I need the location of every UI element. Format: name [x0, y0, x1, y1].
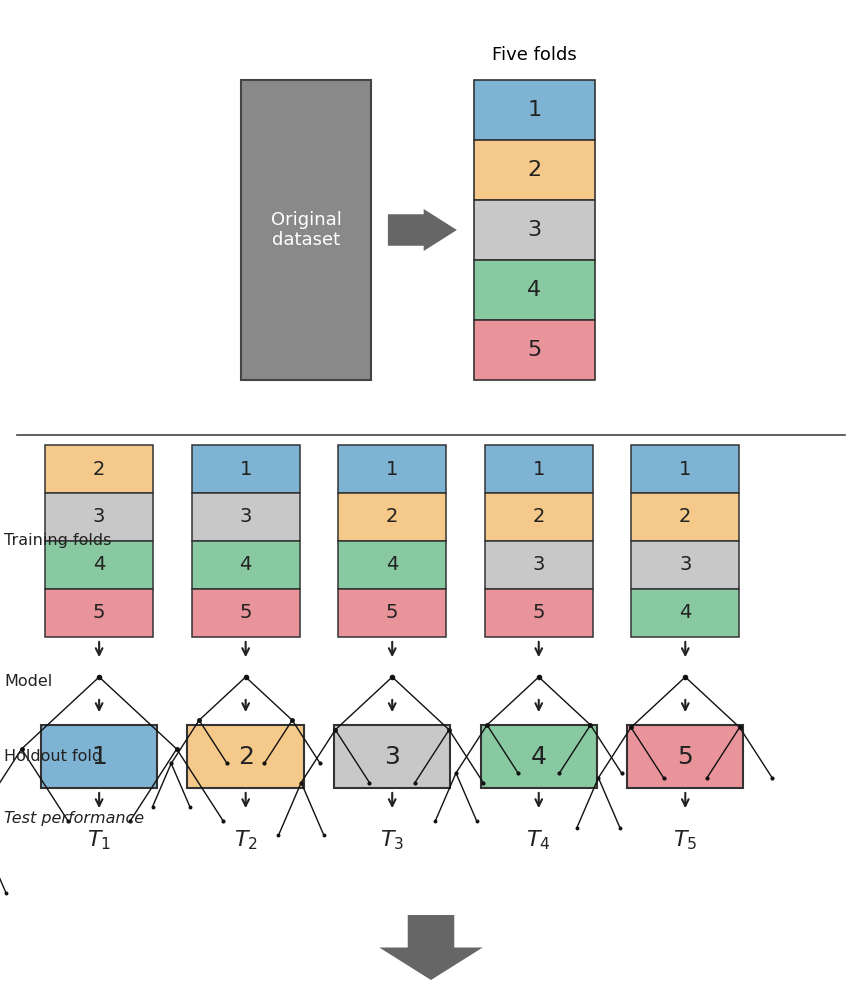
Text: 1: 1 — [532, 460, 544, 479]
Text: 3: 3 — [678, 556, 691, 574]
Text: 2: 2 — [93, 460, 105, 479]
Bar — [484, 589, 592, 637]
Bar — [46, 589, 153, 637]
Text: $\mathit{T}_{3}$: $\mathit{T}_{3}$ — [380, 828, 404, 852]
Text: 4: 4 — [93, 556, 105, 574]
Bar — [338, 589, 446, 637]
Text: 3: 3 — [239, 508, 251, 526]
Text: Five folds: Five folds — [492, 46, 576, 64]
Text: 5: 5 — [677, 745, 692, 769]
Text: 2: 2 — [527, 160, 541, 180]
Bar — [191, 445, 300, 493]
Bar — [46, 445, 153, 493]
Text: 5: 5 — [532, 604, 544, 622]
Text: $\mathit{T}_{5}$: $\mathit{T}_{5}$ — [672, 828, 697, 852]
Bar — [474, 260, 594, 320]
Bar — [627, 725, 742, 788]
Bar — [630, 445, 739, 493]
Bar — [480, 725, 596, 788]
Text: 1: 1 — [239, 460, 251, 479]
Bar — [630, 493, 739, 541]
Text: 2: 2 — [386, 508, 398, 526]
Bar — [484, 445, 592, 493]
Text: $\mathit{T}_{1}$: $\mathit{T}_{1}$ — [87, 828, 111, 852]
Text: 2: 2 — [238, 745, 253, 769]
Bar — [474, 140, 594, 200]
Bar — [630, 541, 739, 589]
Bar — [334, 725, 449, 788]
Polygon shape — [387, 209, 456, 251]
Text: $\mathit{T}_{4}$: $\mathit{T}_{4}$ — [526, 828, 550, 852]
Bar — [46, 541, 153, 589]
Text: Holdout fold: Holdout fold — [4, 749, 102, 764]
Text: 2: 2 — [678, 508, 691, 526]
Text: Original
dataset: Original dataset — [270, 211, 341, 249]
Text: 2: 2 — [532, 508, 544, 526]
Text: $\mathit{T}_{2}$: $\mathit{T}_{2}$ — [233, 828, 257, 852]
Bar — [241, 80, 370, 380]
Text: 1: 1 — [678, 460, 691, 479]
Text: 1: 1 — [91, 745, 107, 769]
Bar — [338, 541, 446, 589]
Text: Model: Model — [4, 675, 53, 690]
Bar — [484, 493, 592, 541]
Text: 4: 4 — [239, 556, 251, 574]
Polygon shape — [379, 915, 482, 980]
Bar — [46, 493, 153, 541]
Bar — [338, 493, 446, 541]
Text: 5: 5 — [239, 604, 251, 622]
Text: Test performance: Test performance — [4, 811, 145, 826]
Bar — [41, 725, 158, 788]
Bar — [191, 589, 300, 637]
Bar — [187, 725, 303, 788]
Text: 3: 3 — [532, 556, 544, 574]
Bar — [474, 320, 594, 380]
Text: 3: 3 — [384, 745, 400, 769]
Text: 4: 4 — [530, 745, 546, 769]
Text: 1: 1 — [527, 100, 541, 120]
Bar — [474, 80, 594, 140]
Text: 1: 1 — [386, 460, 398, 479]
Text: 3: 3 — [527, 220, 541, 240]
Text: 5: 5 — [386, 604, 398, 622]
Text: 4: 4 — [386, 556, 398, 574]
Bar — [630, 589, 739, 637]
Bar — [484, 541, 592, 589]
Bar — [191, 541, 300, 589]
Bar — [191, 493, 300, 541]
Text: Training folds: Training folds — [4, 534, 112, 548]
Text: 3: 3 — [93, 508, 105, 526]
Text: 4: 4 — [678, 604, 691, 622]
Bar — [338, 445, 446, 493]
Text: 5: 5 — [93, 604, 105, 622]
Text: 5: 5 — [527, 340, 541, 360]
Text: 4: 4 — [527, 280, 541, 300]
Bar — [474, 200, 594, 260]
